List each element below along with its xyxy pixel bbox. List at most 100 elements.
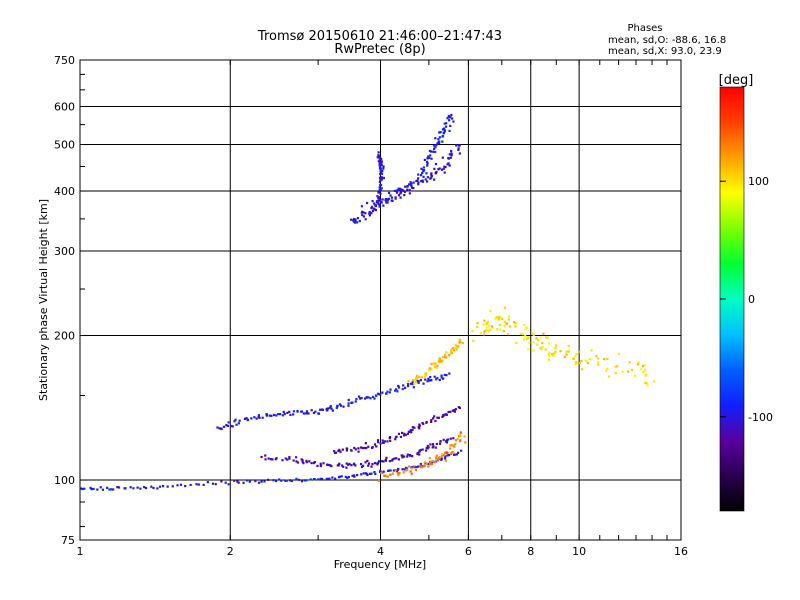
data-point bbox=[382, 470, 385, 473]
data-point bbox=[403, 468, 406, 471]
data-point bbox=[432, 150, 435, 153]
data-point bbox=[376, 463, 379, 466]
data-point bbox=[452, 451, 455, 454]
data-point bbox=[355, 397, 358, 401]
data-point bbox=[437, 141, 441, 145]
y-tick-label: 600 bbox=[54, 101, 75, 114]
data-point bbox=[421, 180, 425, 183]
data-point bbox=[430, 362, 433, 366]
data-point bbox=[388, 391, 391, 394]
data-point bbox=[482, 323, 485, 326]
data-point bbox=[426, 162, 429, 165]
data-point bbox=[413, 382, 416, 385]
data-point bbox=[189, 483, 192, 487]
data-point bbox=[445, 441, 449, 444]
data-point bbox=[418, 423, 421, 426]
data-point bbox=[150, 485, 153, 488]
data-point bbox=[220, 427, 223, 431]
data-point bbox=[397, 386, 401, 389]
data-point bbox=[426, 176, 430, 179]
data-point bbox=[409, 470, 412, 473]
data-point bbox=[434, 378, 438, 381]
data-point bbox=[81, 487, 84, 491]
data-point bbox=[545, 336, 548, 339]
data-point bbox=[380, 161, 383, 164]
data-point bbox=[389, 194, 392, 197]
data-point bbox=[434, 137, 437, 140]
data-point bbox=[453, 349, 456, 352]
data-point bbox=[290, 479, 293, 483]
data-point bbox=[401, 387, 404, 391]
data-point bbox=[450, 152, 453, 155]
data-point bbox=[271, 458, 274, 461]
data-point bbox=[451, 117, 454, 120]
data-point bbox=[429, 460, 432, 464]
data-point bbox=[330, 465, 333, 468]
data-point bbox=[446, 454, 449, 457]
data-point bbox=[373, 443, 377, 446]
data-point bbox=[449, 437, 452, 440]
data-point bbox=[417, 173, 420, 176]
data-point bbox=[445, 413, 448, 416]
data-point bbox=[231, 425, 234, 428]
data-point bbox=[377, 200, 380, 203]
data-point bbox=[325, 407, 328, 410]
data-point bbox=[412, 379, 415, 382]
data-point bbox=[430, 378, 433, 382]
data-point bbox=[359, 462, 363, 466]
data-point bbox=[402, 471, 405, 474]
data-point bbox=[227, 483, 230, 486]
data-point bbox=[440, 168, 444, 171]
data-point bbox=[513, 321, 516, 324]
data-point bbox=[453, 410, 456, 413]
data-point bbox=[305, 412, 309, 415]
data-point bbox=[385, 201, 388, 204]
data-point bbox=[302, 462, 305, 465]
data-point bbox=[371, 209, 375, 213]
data-point bbox=[380, 472, 383, 475]
data-point bbox=[427, 155, 430, 158]
y-axis-label: Stationary phase Virtual Height [km] bbox=[37, 199, 50, 401]
data-point bbox=[447, 119, 451, 122]
data-point bbox=[267, 457, 270, 460]
data-point bbox=[487, 330, 490, 333]
data-point bbox=[430, 172, 433, 175]
data-point bbox=[338, 462, 341, 465]
data-point bbox=[272, 479, 275, 482]
data-point bbox=[434, 150, 437, 154]
y-tick-label: 400 bbox=[54, 185, 75, 198]
data-point bbox=[532, 349, 535, 352]
grid-lines bbox=[80, 60, 681, 540]
data-point bbox=[574, 355, 577, 358]
data-point bbox=[425, 462, 428, 465]
data-point bbox=[416, 452, 419, 456]
data-point bbox=[443, 353, 447, 357]
data-point bbox=[580, 359, 583, 363]
data-point bbox=[300, 410, 303, 413]
data-point bbox=[379, 162, 382, 165]
data-point bbox=[430, 174, 433, 178]
data-point bbox=[382, 204, 385, 207]
data-point bbox=[386, 440, 389, 443]
data-point bbox=[405, 467, 409, 470]
data-point bbox=[483, 319, 486, 322]
data-point bbox=[434, 162, 438, 166]
data-point bbox=[479, 331, 482, 335]
data-point bbox=[409, 429, 412, 432]
data-point bbox=[532, 341, 535, 344]
data-point bbox=[288, 410, 291, 413]
data-point bbox=[379, 393, 382, 396]
data-point bbox=[296, 461, 300, 464]
data-point bbox=[455, 348, 458, 351]
data-point bbox=[639, 368, 642, 371]
data-point bbox=[316, 464, 319, 468]
data-point bbox=[245, 479, 249, 482]
data-point bbox=[307, 412, 310, 415]
data-point bbox=[195, 483, 198, 486]
data-point bbox=[429, 154, 432, 157]
data-point bbox=[418, 427, 421, 430]
data-point bbox=[433, 461, 437, 464]
data-point bbox=[413, 465, 416, 468]
data-point bbox=[380, 176, 383, 179]
data-point bbox=[418, 375, 421, 378]
